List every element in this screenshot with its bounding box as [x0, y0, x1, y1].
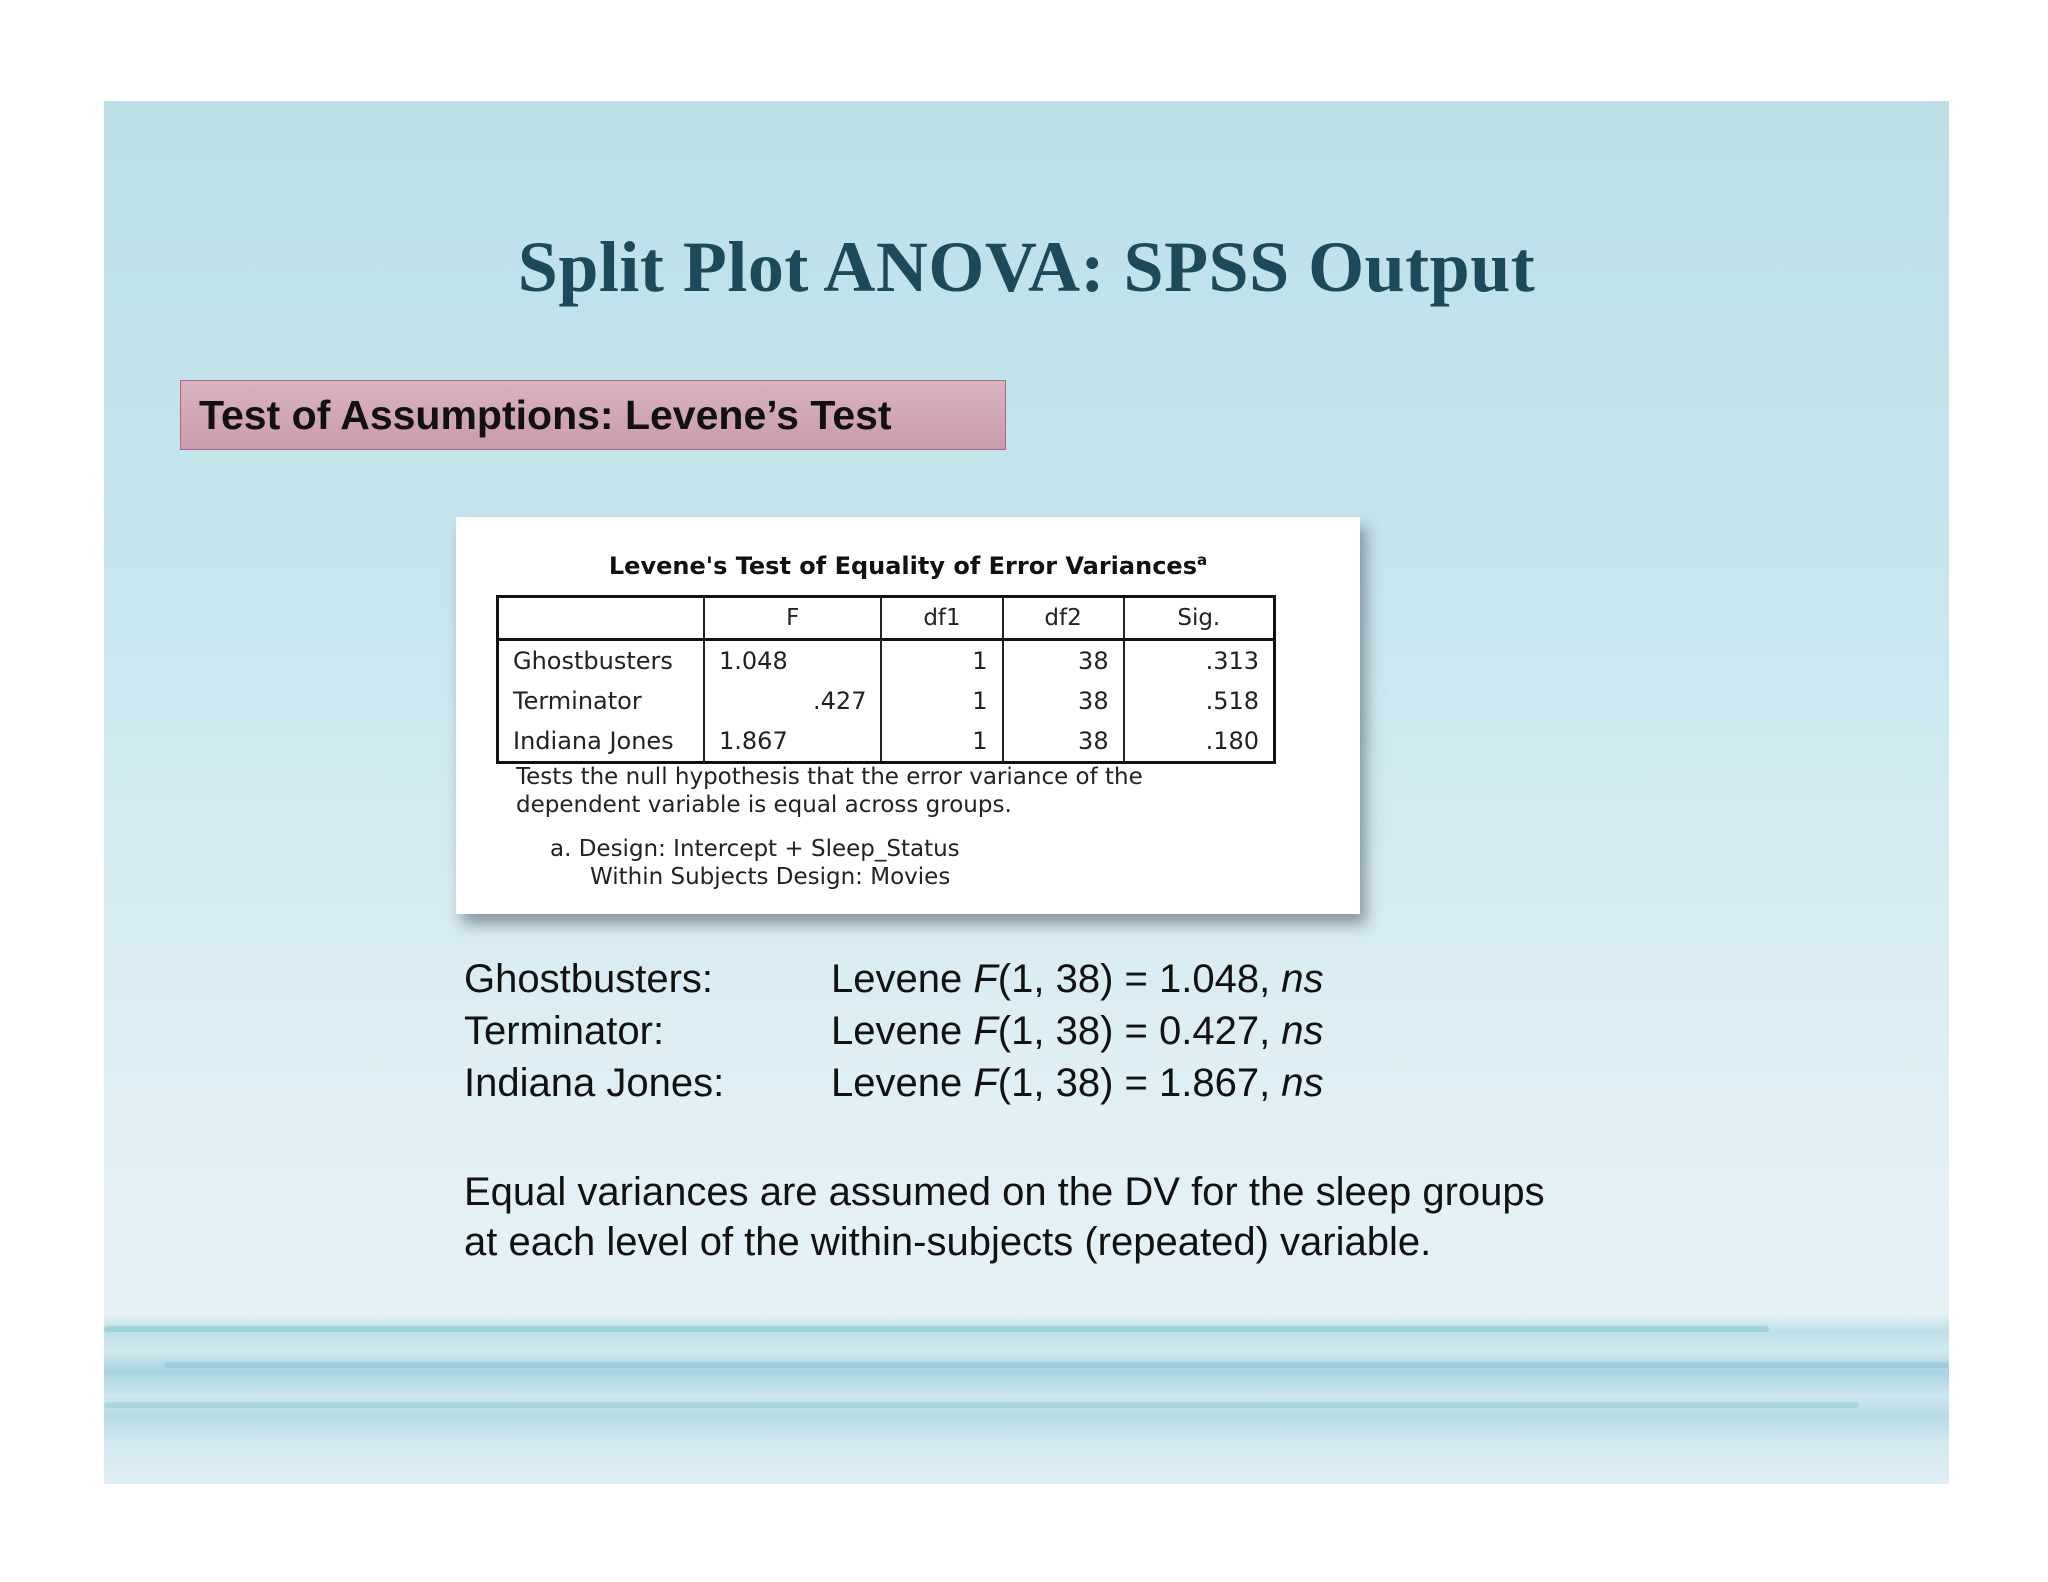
summary-text: Equal variances are assumed on the DV fo…: [464, 1167, 1764, 1267]
result-value: Levene F(1, 38) = 1.867, ns: [831, 1057, 1324, 1109]
result-rest: (1, 38) = 1.048,: [997, 957, 1282, 1001]
result-row: Ghostbusters: Levene F(1, 38) = 1.048, n…: [464, 953, 1324, 1005]
cell-df1: 1: [880, 639, 1003, 681]
summary-line: Equal variances are assumed on the DV fo…: [464, 1170, 1545, 1214]
table-note-line: dependent variable is equal across group…: [516, 792, 1012, 818]
slide: Split Plot ANOVA: SPSS Output Test of As…: [104, 101, 1949, 1484]
result-row: Indiana Jones: Levene F(1, 38) = 1.867, …: [464, 1057, 1324, 1109]
footnote-line: a. Design: Intercept + Sleep_Status: [550, 836, 960, 862]
cell-sig: .518: [1122, 681, 1275, 721]
row-label: Terminator: [513, 687, 642, 715]
footnote-mark: a: [1196, 551, 1208, 569]
cell-f: 1.867: [702, 721, 882, 763]
result-prefix: Levene: [831, 957, 974, 1001]
table-note: Tests the null hypothesis that the error…: [516, 763, 1143, 819]
cell-f: 1.048: [702, 639, 882, 681]
result-stat: F: [973, 1009, 998, 1053]
result-value: Levene F(1, 38) = 0.427, ns: [831, 1005, 1324, 1057]
result-label: Ghostbusters:: [464, 957, 714, 1001]
table-row: Indiana Jones 1.867 1 38 .180: [498, 721, 1275, 763]
column-header-f: F: [702, 596, 882, 641]
row-label: Indiana Jones: [513, 727, 674, 755]
column-header: [497, 596, 704, 641]
spss-table-title-text: Levene's Test of Equality of Error Varia…: [608, 552, 1197, 580]
result-stat: F: [973, 957, 998, 1001]
result-value: Levene F(1, 38) = 1.048, ns: [831, 953, 1324, 1005]
cell-df2: 38: [1001, 681, 1124, 721]
cell-sig: .313: [1122, 639, 1275, 681]
wave-stroke: [104, 1326, 1769, 1332]
levene-table: F df1 df2 Sig. Ghostbusters 1.048 1 38 .…: [496, 595, 1276, 764]
column-header-df1: df1: [880, 596, 1003, 641]
result-sig: ns: [1281, 1061, 1324, 1105]
result-row: Terminator: Levene F(1, 38) = 0.427, ns: [464, 1005, 1324, 1057]
slide-title: Split Plot ANOVA: SPSS Output: [517, 227, 1536, 307]
table-header-row: F df1 df2 Sig.: [497, 596, 1275, 641]
result-sig: ns: [1281, 1009, 1324, 1053]
table-note-line: Tests the null hypothesis that the error…: [516, 764, 1143, 790]
footnote-line: Within Subjects Design: Movies: [590, 864, 951, 890]
table-row: Ghostbusters 1.048 1 38 .313: [498, 639, 1275, 681]
wave-stroke: [104, 1402, 1859, 1408]
decorative-water-band: [104, 1314, 1949, 1484]
spss-table-title: Levene's Test of Equality of Error Varia…: [456, 551, 1360, 580]
wave-stroke: [164, 1362, 1949, 1368]
spss-output-image: Levene's Test of Equality of Error Varia…: [456, 517, 1360, 914]
cell-df1: 1: [880, 681, 1003, 721]
result-rest: (1, 38) = 0.427,: [997, 1009, 1282, 1053]
result-prefix: Levene: [831, 1009, 974, 1053]
result-label: Indiana Jones:: [464, 1061, 725, 1105]
section-heading-box: Test of Assumptions: Levene’s Test: [180, 380, 1006, 450]
cell-df1: 1: [880, 721, 1003, 763]
result-sig: ns: [1281, 957, 1324, 1001]
table-footnote: a. Design: Intercept + Sleep_Status With…: [550, 835, 960, 891]
cell-sig: .180: [1122, 721, 1275, 763]
result-stat: F: [973, 1061, 998, 1105]
cell-df2: 38: [1001, 721, 1124, 763]
row-label: Ghostbusters: [513, 647, 673, 675]
cell-f: .427: [702, 681, 882, 721]
levene-results: Ghostbusters: Levene F(1, 38) = 1.048, n…: [464, 953, 1324, 1109]
table-row: Terminator .427 1 38 .518: [498, 681, 1275, 721]
cell-df2: 38: [1001, 639, 1124, 681]
section-heading: Test of Assumptions: Levene’s Test: [199, 391, 892, 438]
result-label: Terminator:: [464, 1009, 665, 1053]
result-prefix: Levene: [831, 1061, 974, 1105]
summary-line: at each level of the within-subjects (re…: [464, 1220, 1432, 1264]
result-rest: (1, 38) = 1.867,: [997, 1061, 1282, 1105]
column-header-sig: Sig.: [1122, 596, 1275, 641]
column-header-df2: df2: [1001, 596, 1124, 641]
